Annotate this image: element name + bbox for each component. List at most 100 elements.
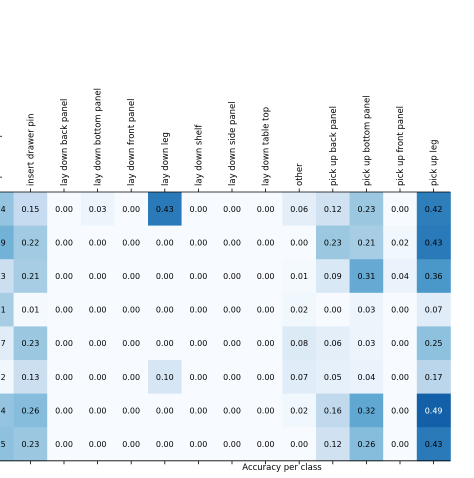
- heatmap-cell-r0-c12: [383, 192, 418, 226]
- cell-value-r1-c1: 0.22: [21, 238, 39, 247]
- heatmap-cell-r6-c0: [0, 393, 14, 428]
- heatmap-cell-r3-c9: [282, 292, 317, 327]
- cell-value-r7-c5: 0.00: [156, 440, 174, 449]
- cell-value-r2-c4: 0.00: [122, 272, 140, 281]
- heatmap-cell-r1-c7: [215, 225, 250, 260]
- cell-value-r6-c3: 0.00: [89, 406, 107, 415]
- cell-value-r6-c5: 0.00: [156, 406, 174, 415]
- heatmap-cell-r5-c8: [248, 360, 283, 394]
- cell-value-r4-c6: 0.00: [189, 339, 207, 348]
- cell-value-r1-c2: 0.00: [55, 238, 73, 247]
- heatmap-cell-r7-c9: [282, 427, 317, 462]
- cell-value-r1-c5: 0.00: [156, 238, 174, 247]
- heatmap-cell-r7-c11: [349, 427, 384, 462]
- heatmap-cell-r7-c1: [13, 427, 48, 462]
- heatmap-cell-r6-c9: [282, 393, 317, 428]
- heatmap-cell-r6-c13: [416, 393, 451, 428]
- heatmap-cell-r0-c9: [282, 192, 317, 226]
- heatmap-cell-r0-c3: [80, 192, 115, 226]
- heatmap-cell-r4-c3: [80, 326, 115, 361]
- heatmap-cell-r1-c11: [349, 225, 384, 260]
- heatmap-cell-r5-c7: [215, 360, 250, 394]
- cell-value-r3-c7: 0.00: [223, 306, 241, 315]
- cell-value-r7-c6: 0.00: [189, 440, 207, 449]
- heatmap-cell-r7-c6: [181, 427, 216, 462]
- heatmap-cell-r3-c13: [416, 292, 451, 327]
- cell-value-r7-c11: 0.26: [357, 440, 375, 449]
- heatmap-cell-r5-c12: [383, 360, 418, 394]
- column-label-7: lay down side panel: [228, 101, 238, 186]
- heatmap-cell-r1-c10: [316, 225, 350, 260]
- heatmap-cell-r5-c5: [148, 360, 182, 394]
- cell-value-r2-c7: 0.00: [223, 272, 241, 281]
- heatmap-cell-r7-c7: [215, 427, 250, 462]
- cell-value-r7-c3: 0.00: [89, 440, 107, 449]
- cell-value-r7-c13: 0.43: [425, 440, 443, 449]
- heatmap-cell-r2-c7: [215, 259, 250, 294]
- heatmap-cell-r7-c12: [383, 427, 418, 462]
- heatmap-cell-r3-c0: [0, 292, 14, 327]
- cell-value-r5-c5: 0.10: [156, 373, 174, 382]
- cell-value-r4-c2: 0.00: [55, 339, 73, 348]
- heatmap-cell-r4-c2: [47, 326, 82, 361]
- column-label-3: lay down bottom panel: [94, 88, 104, 186]
- cell-value-r4-c12: 0.00: [391, 339, 409, 348]
- heatmap-cell-r1-c13: [416, 225, 451, 260]
- heatmap-cell-r5-c10: [316, 360, 350, 394]
- heatmap-cell-r6-c4: [114, 393, 149, 428]
- cell-value-r2-c6: 0.00: [189, 272, 207, 281]
- column-label-10: pick up back panel: [329, 106, 339, 186]
- cell-value-r1-c12: 0.02: [391, 238, 409, 247]
- heatmap-cell-r1-c5: [148, 225, 182, 260]
- heatmap-cell-r3-c8: [248, 292, 283, 327]
- heatmap-cell-r6-c7: [215, 393, 250, 428]
- cell-value-r0-c12: 0.00: [391, 205, 409, 214]
- cell-value-r5-c6: 0.00: [189, 373, 207, 382]
- cell-value-r3-c12: 0.00: [391, 306, 409, 315]
- heatmap-cell-r5-c0: [0, 360, 14, 394]
- cell-value-r5-c11: 0.04: [357, 373, 375, 382]
- heatmap-cell-r5-c4: [114, 360, 149, 394]
- heatmap-cell-r5-c3: [80, 360, 115, 394]
- heatmap-cell-r0-c8: [248, 192, 283, 226]
- heatmap-cell-r5-c13: [416, 360, 451, 394]
- heatmap-cell-r6-c5: [148, 393, 182, 428]
- heatmap-cell-r0-c2: [47, 192, 82, 226]
- cell-value-r2-c3: 0.00: [89, 272, 107, 281]
- heatmap-cell-r7-c10: [316, 427, 350, 462]
- axes: flip table top insert drawer pin lay down …: [0, 88, 451, 465]
- heatmap-cell-r4-c1: [13, 326, 48, 361]
- column-label-9: other: [295, 163, 305, 186]
- cell-value-r6-c8: 0.00: [257, 406, 275, 415]
- heatmap-cell-r1-c12: [383, 225, 418, 260]
- heatmap-cell-r2-c8: [248, 259, 283, 294]
- heatmap-cell-r4-c12: [383, 326, 418, 361]
- heatmap-cell-r1-c4: [114, 225, 149, 260]
- cell-value-r4-c7: 0.00: [223, 339, 241, 348]
- heatmap-cell-r7-c13: [416, 427, 451, 462]
- column-label-4: lay down front panel: [127, 99, 137, 186]
- heatmap-cell-r7-c3: [80, 427, 115, 462]
- cell-value-r4-c9: 0.08: [290, 339, 308, 348]
- heatmap-cell-r6-c12: [383, 393, 418, 428]
- heatmap-cell-r7-c5: [148, 427, 182, 462]
- heatmap-cell-r2-c12: [383, 259, 418, 294]
- cell-value-r1-c4: 0.00: [122, 238, 140, 247]
- heatmap-cell-r7-c0: [0, 427, 14, 462]
- heatmap-cell-r0-c7: [215, 192, 250, 226]
- cell-value-r3-c10: 0.00: [324, 306, 342, 315]
- heatmap-cell-r6-c6: [181, 393, 216, 428]
- cell-value-r5-c10: 0.05: [324, 373, 342, 382]
- cell-value-r5-c3: 0.00: [89, 373, 107, 382]
- heatmap-cell-r2-c9: [282, 259, 317, 294]
- heatmap-cell-r4-c11: [349, 326, 384, 361]
- heatmap-cell-r1-c0: [0, 225, 14, 260]
- heatmap-cell-r0-c6: [181, 192, 216, 226]
- heatmap-cell-r3-c2: [47, 292, 82, 327]
- cell-value-r1-c8: 0.00: [257, 238, 275, 247]
- heatmap-cell-r6-c10: [316, 393, 350, 428]
- cell-value-r0-c10: 0.12: [324, 205, 342, 214]
- cell-value-r3-c4: 0.00: [122, 306, 140, 315]
- heatmap-cell-r6-c2: [47, 393, 82, 428]
- cell-value-r1-c6: 0.00: [189, 238, 207, 247]
